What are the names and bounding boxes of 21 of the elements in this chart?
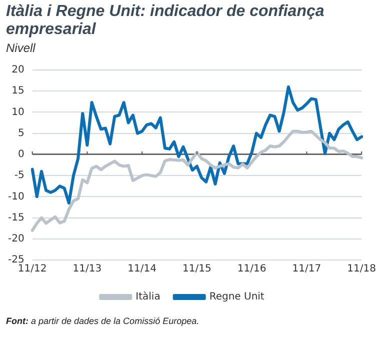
y-tick-label: 10 bbox=[12, 106, 24, 118]
text: Font: a partir de dades de la Comissió Europea. bbox=[6, 316, 200, 326]
x-tick-label: 11/18 bbox=[347, 264, 376, 275]
y-tick-label: -20 bbox=[8, 233, 24, 244]
x-tick-label: 11/16 bbox=[237, 264, 266, 275]
x-tick-label: 11/17 bbox=[292, 264, 322, 275]
y-tick-label: -10 bbox=[8, 191, 24, 202]
y-tick-label: -15 bbox=[8, 212, 24, 224]
y-tick-label: 15 bbox=[12, 86, 24, 97]
y-tick-label: -5 bbox=[14, 170, 24, 182]
legend-label: Itàlia bbox=[136, 292, 160, 303]
y-tick-label: 0 bbox=[18, 149, 24, 160]
y-axis-title: Nivell bbox=[6, 41, 36, 55]
x-tick-label: 11/14 bbox=[128, 264, 156, 275]
y-tick-label: 20 bbox=[12, 64, 24, 76]
legend-label: Regne Unit bbox=[209, 292, 264, 303]
y-tick-label: 5 bbox=[18, 128, 24, 139]
x-tick-label: 11/12 bbox=[18, 264, 47, 275]
x-tick-label: 11/15 bbox=[182, 264, 212, 275]
x-tick-label: 11/13 bbox=[72, 264, 102, 275]
chart-title: Itàlia i Regne Unit: indicador de confiança empresarial bbox=[6, 3, 326, 39]
